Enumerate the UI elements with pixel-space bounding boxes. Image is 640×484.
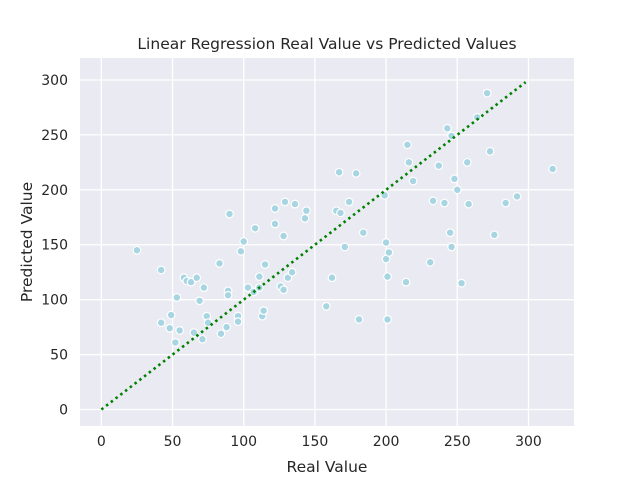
data-point xyxy=(336,208,345,218)
data-point xyxy=(501,198,511,208)
data-point xyxy=(482,88,492,98)
data-point xyxy=(195,296,204,306)
data-point xyxy=(260,260,270,269)
x-tick-label: 50 xyxy=(164,434,182,450)
data-point xyxy=(351,168,361,178)
data-point xyxy=(189,328,199,338)
data-point xyxy=(462,157,472,167)
data-point xyxy=(287,267,297,277)
y-tick-label: 250 xyxy=(41,128,68,144)
data-point xyxy=(450,174,459,184)
y-tick-label: 150 xyxy=(41,238,68,254)
data-point xyxy=(464,199,474,209)
data-point xyxy=(156,265,166,275)
data-point xyxy=(225,209,234,219)
data-point xyxy=(344,197,354,207)
data-point xyxy=(447,242,456,252)
tick-labels: 0 50 100 150 200 250 300 0 50 100 150 200 250 300 xyxy=(41,73,542,450)
data-point xyxy=(301,206,311,216)
data-points xyxy=(132,88,558,347)
x-tick-label: 300 xyxy=(515,434,542,450)
x-tick-label: 0 xyxy=(97,434,106,450)
data-point xyxy=(408,176,418,186)
data-point xyxy=(239,237,249,246)
x-tick-label: 250 xyxy=(444,434,471,450)
data-point xyxy=(192,273,202,283)
data-point xyxy=(358,228,368,238)
data-point xyxy=(233,317,243,327)
data-point xyxy=(175,326,185,335)
data-point xyxy=(354,315,364,324)
data-point xyxy=(280,197,290,207)
data-point xyxy=(381,238,391,247)
y-tick-label: 200 xyxy=(41,183,68,199)
data-point xyxy=(425,257,435,267)
y-tick-label: 50 xyxy=(50,348,68,364)
data-point xyxy=(165,323,175,333)
data-point xyxy=(384,248,394,257)
data-point xyxy=(250,223,260,233)
data-point xyxy=(172,293,182,302)
data-point xyxy=(186,277,196,287)
chart-title: Linear Regression Real Value vs Predicte… xyxy=(137,35,516,53)
data-point xyxy=(428,196,438,206)
data-point xyxy=(340,242,350,252)
data-point xyxy=(222,322,232,332)
data-point xyxy=(170,338,180,347)
data-point xyxy=(300,213,310,223)
data-point xyxy=(321,301,331,311)
y-tick-label: 0 xyxy=(59,403,68,419)
x-tick-label: 100 xyxy=(230,434,257,450)
x-tick-label: 200 xyxy=(373,434,400,450)
data-point xyxy=(383,315,392,324)
x-tick-label: 150 xyxy=(302,434,329,450)
data-point xyxy=(401,277,411,287)
data-point xyxy=(383,272,392,282)
data-point xyxy=(452,185,462,195)
data-point xyxy=(199,283,209,292)
data-point xyxy=(259,306,269,316)
data-point xyxy=(203,318,213,328)
data-point xyxy=(489,230,499,240)
data-point xyxy=(223,290,233,300)
data-point xyxy=(279,231,288,241)
data-point xyxy=(215,259,224,268)
data-point xyxy=(198,334,207,344)
data-point xyxy=(132,245,142,255)
plot-background xyxy=(80,58,574,426)
data-point xyxy=(243,283,253,292)
data-point xyxy=(457,278,466,288)
data-point xyxy=(254,272,264,282)
data-point xyxy=(445,228,455,238)
data-point xyxy=(327,273,337,283)
data-point xyxy=(512,192,522,201)
x-axis-label: Real Value xyxy=(287,458,368,476)
data-point xyxy=(485,146,495,156)
data-point xyxy=(279,285,288,295)
data-point xyxy=(440,198,449,208)
y-tick-label: 100 xyxy=(41,293,68,309)
y-tick-label: 300 xyxy=(41,73,68,89)
data-point xyxy=(270,219,280,229)
data-point xyxy=(404,157,414,167)
data-point xyxy=(403,140,412,150)
data-point xyxy=(290,199,300,209)
data-point xyxy=(334,167,344,177)
y-axis-label: Predicted Value xyxy=(18,182,36,302)
data-point xyxy=(236,246,246,256)
data-point xyxy=(156,318,166,328)
data-point xyxy=(548,164,558,174)
data-point xyxy=(434,161,444,171)
data-point xyxy=(216,329,226,339)
data-point xyxy=(442,123,452,133)
data-point xyxy=(166,310,176,320)
data-point xyxy=(270,204,280,213)
